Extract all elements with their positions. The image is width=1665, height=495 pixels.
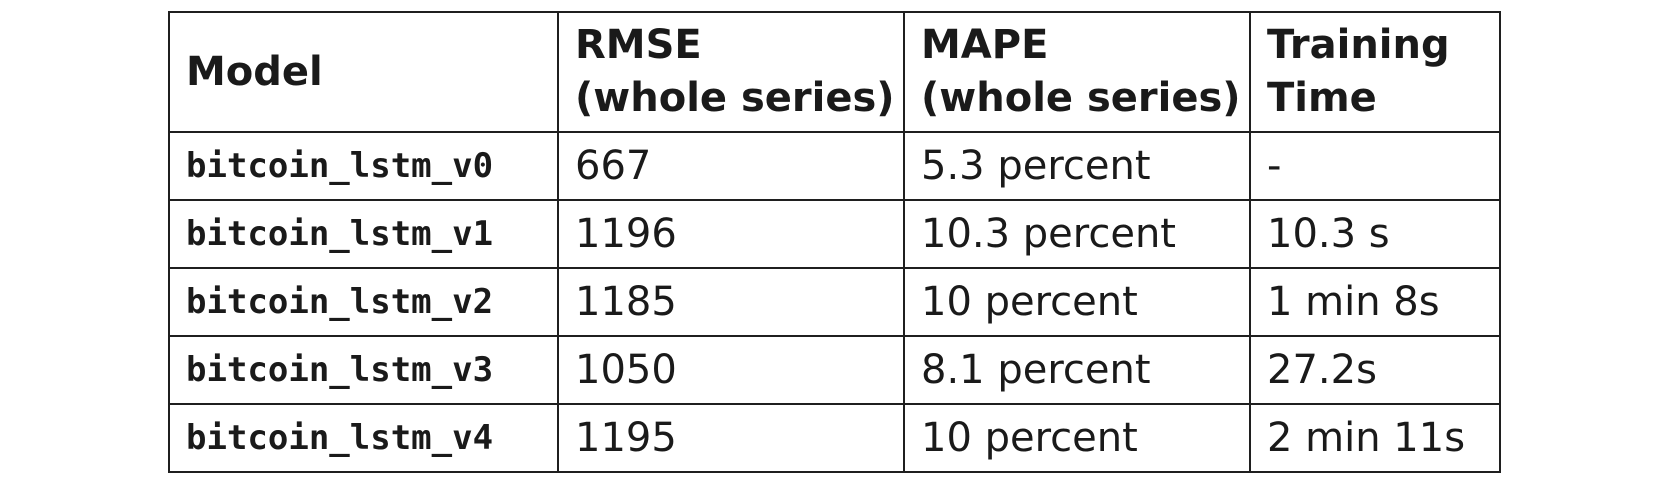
training-time-cell: -: [1249, 131, 1501, 201]
header-model: Model: [168, 11, 559, 133]
training-time-cell: 2 min 11s: [1249, 403, 1501, 473]
mape-cell: 8.1 percent: [903, 335, 1251, 405]
model-comparison-table: Model RMSE (whole series) MAPE (whole se…: [168, 11, 1501, 473]
rmse-cell: 1185: [557, 267, 905, 337]
training-time-cell: 27.2s: [1249, 335, 1501, 405]
table-row: bitcoin_lstm_v2 1185 10 percent 1 min 8s: [168, 267, 1501, 337]
table-row: bitcoin_lstm_v1 1196 10.3 percent 10.3 s: [168, 199, 1501, 269]
rmse-cell: 1050: [557, 335, 905, 405]
mape-cell: 10 percent: [903, 403, 1251, 473]
header-training-time-sublabel: Time: [1267, 75, 1377, 121]
header-training-time-label: Training: [1267, 22, 1450, 68]
table-header-row: Model RMSE (whole series) MAPE (whole se…: [168, 11, 1501, 133]
training-time-cell: 1 min 8s: [1249, 267, 1501, 337]
header-training-time: Training Time: [1249, 11, 1501, 133]
header-rmse-label: RMSE: [575, 22, 702, 68]
header-mape-label: MAPE: [921, 22, 1049, 68]
header-mape: MAPE (whole series): [903, 11, 1251, 133]
rmse-cell: 667: [557, 131, 905, 201]
model-name-cell: bitcoin_lstm_v3: [168, 335, 559, 405]
mape-cell: 5.3 percent: [903, 131, 1251, 201]
rmse-cell: 1195: [557, 403, 905, 473]
header-model-label: Model: [186, 48, 323, 95]
header-rmse-sublabel: (whole series): [575, 75, 895, 121]
mape-cell: 10 percent: [903, 267, 1251, 337]
table-row: bitcoin_lstm_v4 1195 10 percent 2 min 11…: [168, 403, 1501, 473]
table-row: bitcoin_lstm_v3 1050 8.1 percent 27.2s: [168, 335, 1501, 405]
model-name-cell: bitcoin_lstm_v4: [168, 403, 559, 473]
header-mape-sublabel: (whole series): [921, 75, 1241, 121]
model-name-cell: bitcoin_lstm_v2: [168, 267, 559, 337]
training-time-cell: 10.3 s: [1249, 199, 1501, 269]
rmse-cell: 1196: [557, 199, 905, 269]
model-name-cell: bitcoin_lstm_v0: [168, 131, 559, 201]
model-name-cell: bitcoin_lstm_v1: [168, 199, 559, 269]
mape-cell: 10.3 percent: [903, 199, 1251, 269]
table-row: bitcoin_lstm_v0 667 5.3 percent -: [168, 131, 1501, 201]
header-rmse: RMSE (whole series): [557, 11, 905, 133]
